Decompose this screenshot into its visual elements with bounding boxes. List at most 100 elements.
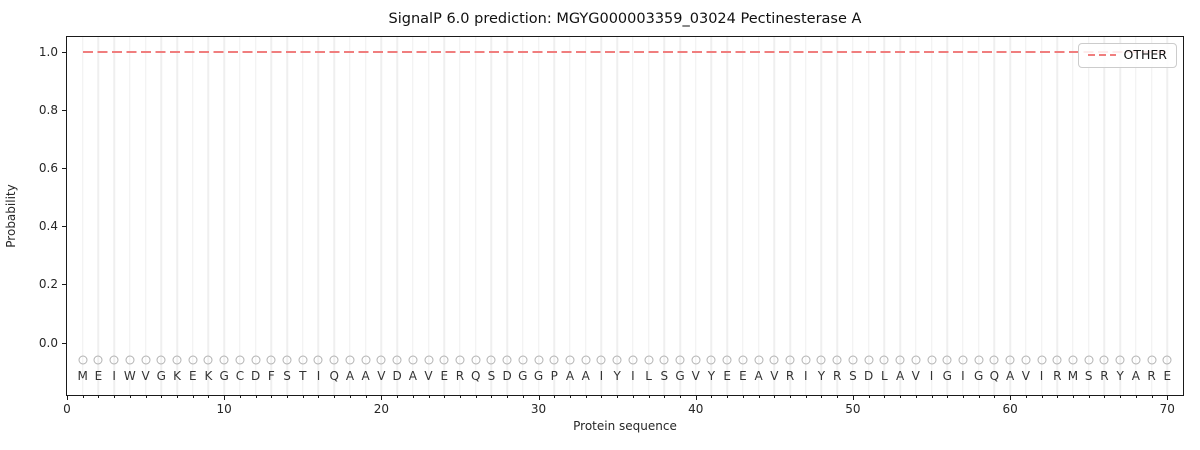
residue-gridline [412,37,414,395]
residue-gridline [333,37,335,395]
x-minor-tick [758,395,760,398]
y-tick [62,342,67,344]
x-tick-label: 40 [688,402,704,416]
residue-marker-circle [1099,355,1109,365]
residue-gridline [616,37,618,395]
residue-gridline [113,37,115,395]
residue-gridline [1087,37,1090,395]
residue-marker-circle [848,355,858,365]
residue-gridline [1166,37,1169,395]
legend-label: OTHER [1123,47,1167,62]
x-minor-tick [962,395,964,398]
residue-gridline [553,37,556,395]
residue-letter: I [929,369,934,384]
residue-marker-circle [754,355,764,365]
x-minor-tick [742,395,744,398]
residue-gridline [1040,37,1043,395]
x-minor-tick [868,395,870,398]
residue-letter: S [1084,369,1093,384]
residue-gridline [522,37,524,395]
residue-marker-circle [471,355,481,365]
residue-gridline [223,37,225,395]
residue-gridline [1135,37,1137,395]
residue-letter: Y [707,369,716,384]
residue-marker-circle [235,355,245,365]
residue-letter: L [645,369,652,384]
residue-letter: E [440,369,449,384]
x-minor-tick [947,395,949,398]
residue-letter: V [911,369,920,384]
x-minor-tick [239,395,241,398]
residue-marker-circle [738,355,748,365]
x-minor-tick [994,395,996,398]
residue-gridline [1056,37,1058,395]
residue-marker-circle [1162,355,1172,365]
x-tick [1010,395,1012,400]
residue-letter: G [533,369,544,384]
residue-gridline [899,37,901,395]
residue-letter: D [502,369,512,384]
residue-gridline [427,37,430,395]
x-minor-tick [900,395,902,398]
residue-gridline [789,37,791,395]
residue-gridline [632,37,634,395]
other-probability-line [82,50,1168,53]
residue-marker-circle [188,355,198,365]
residue-gridline [286,37,288,395]
y-tick-label: 0.6 [38,160,58,175]
residue-marker-circle [596,355,606,365]
x-minor-tick [1151,395,1153,398]
residue-letter: I [112,369,116,384]
x-minor-tick [585,395,587,398]
x-minor-tick [978,395,980,398]
residue-marker-circle [408,355,418,365]
x-minor-tick [287,395,289,398]
residue-gridline [160,37,163,395]
residue-letter: V [1021,369,1030,384]
residue-marker-circle [1037,355,1047,365]
residue-gridline [600,37,603,395]
residue-letter: G [518,369,528,384]
x-minor-tick [507,395,509,398]
residue-marker-circle [769,355,779,365]
residue-letter: L [881,369,888,384]
residue-letter: E [188,369,197,384]
x-minor-tick [255,395,257,398]
x-minor-tick [428,395,430,398]
y-tick-label: 0.2 [38,277,58,292]
residue-marker-circle [1005,355,1015,365]
x-minor-tick [884,395,886,398]
residue-marker-circle [1115,355,1125,365]
y-tick [62,51,67,53]
x-minor-tick [444,395,446,398]
x-minor-tick [1072,395,1074,398]
x-minor-tick [1025,395,1027,398]
residue-gridline [302,37,304,395]
residue-gridline [679,37,681,395]
residue-letter: Q [470,369,481,384]
x-minor-tick [774,395,776,398]
x-minor-tick [161,395,163,398]
x-tick [538,395,540,400]
x-tick-label: 20 [373,402,389,416]
residue-letter: R [1100,369,1109,384]
x-minor-tick [271,395,273,398]
residue-letter: D [392,369,402,384]
residue-marker-circle [141,355,151,365]
residue-marker-circle [78,355,88,365]
residue-gridline [490,37,493,395]
residue-letter: V [141,369,150,384]
residue-marker-circle [691,355,701,365]
residue-marker-circle [1068,355,1078,365]
residue-letter: P [550,369,558,384]
residue-letter: S [849,369,857,384]
x-axis-label: Protein sequence [573,419,677,433]
x-minor-tick [727,395,729,398]
residue-gridline [584,37,587,395]
x-tick-label: 70 [1159,402,1175,416]
x-minor-tick [805,395,807,398]
residue-gridline [81,37,84,395]
residue-gridline [396,37,398,395]
residue-gridline [663,37,666,395]
residue-marker-circle [1147,355,1157,365]
